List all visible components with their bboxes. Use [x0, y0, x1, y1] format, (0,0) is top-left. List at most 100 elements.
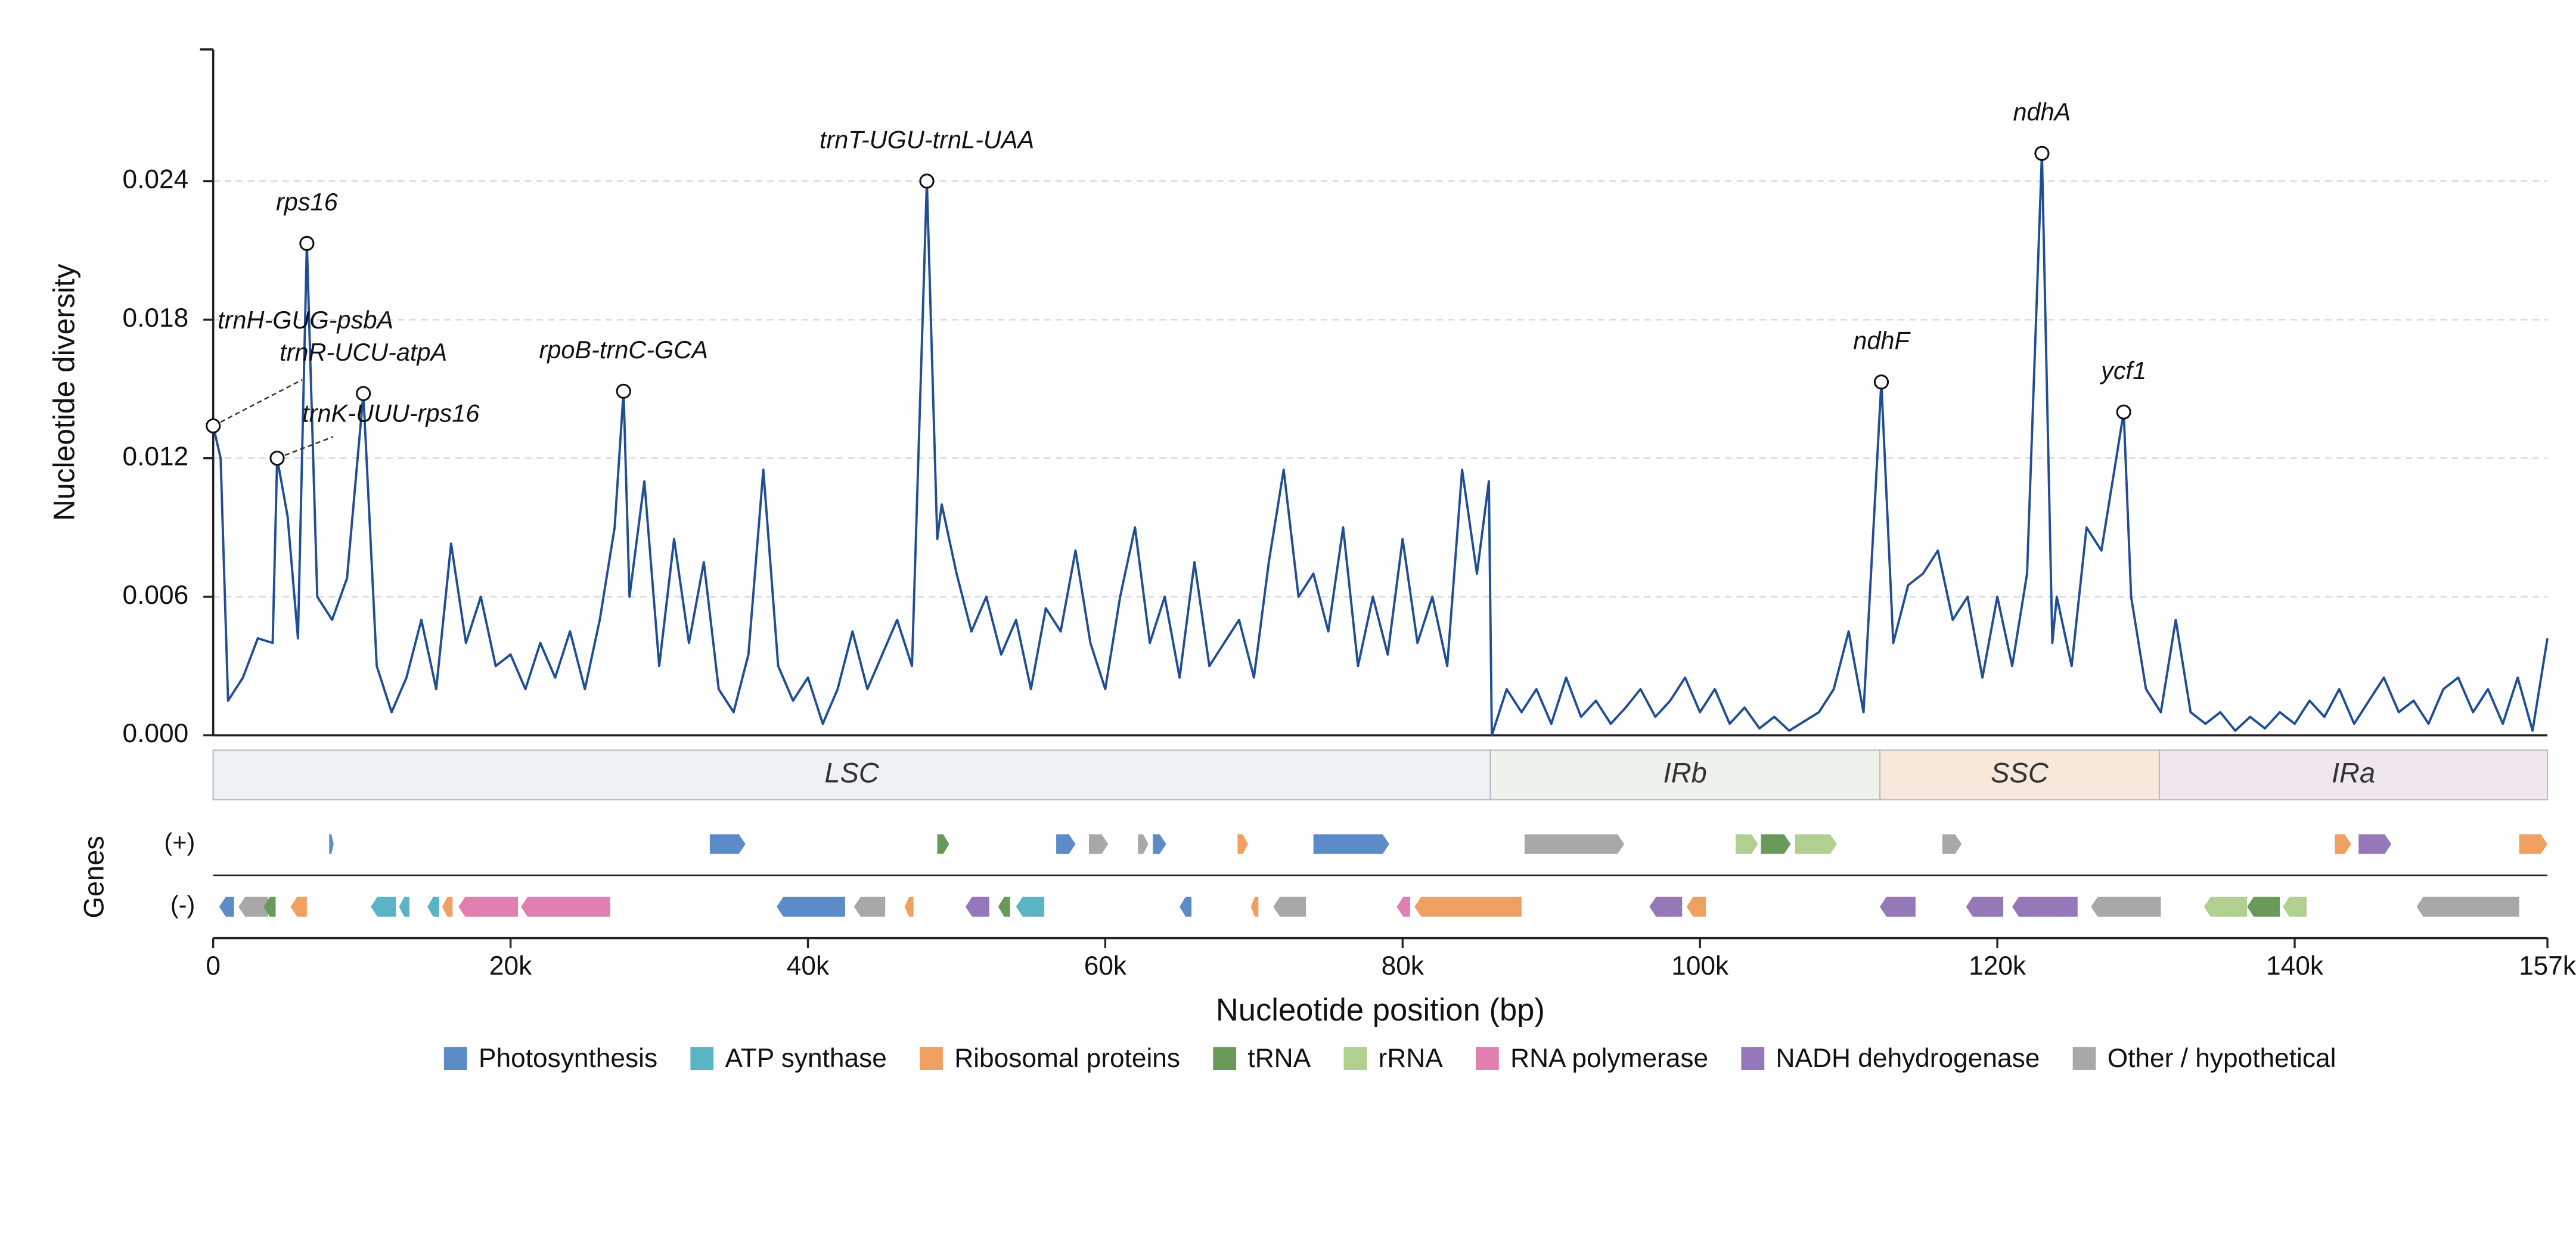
gene-track-label: Genes: [78, 836, 110, 918]
leader-line: [277, 436, 334, 459]
gene: [1153, 834, 1166, 854]
x-tick-label: 60k: [1084, 951, 1127, 981]
peak-label: ndhF: [1853, 326, 1911, 354]
peak-label: trnH-GUG-psbA: [218, 306, 393, 334]
legend-label: RNA polymerase: [1510, 1044, 1708, 1073]
gene: [965, 897, 989, 917]
gene: [2519, 834, 2548, 854]
peak-marker: [1873, 374, 1889, 390]
gene: [1736, 834, 1758, 854]
legend-swatch: [443, 1047, 467, 1070]
gene: [263, 897, 276, 917]
gene: [1524, 834, 1624, 854]
gene: [1942, 834, 1962, 854]
x-tick-label: 0: [206, 951, 221, 981]
gene: [709, 834, 746, 854]
peak-label: rps16: [276, 188, 339, 216]
legend-swatch: [1741, 1047, 1765, 1070]
gene: [290, 897, 307, 917]
gene: [1414, 897, 1522, 917]
peak-label: trnT-UGU-trnL-UAA: [820, 125, 1034, 153]
gene: [854, 897, 886, 917]
peak-marker: [616, 383, 631, 399]
legend-swatch: [690, 1047, 714, 1070]
leader-line: [213, 379, 303, 427]
gene: [2091, 897, 2161, 917]
gene: [1250, 897, 1259, 917]
gene: [1649, 897, 1683, 917]
legend-swatch: [1476, 1047, 1499, 1070]
x-tick-label: 140k: [2266, 951, 2324, 981]
gene: [2335, 834, 2351, 854]
gene: [1396, 897, 1410, 917]
y-tick-label: 0.024: [122, 165, 188, 194]
gene: [458, 897, 519, 917]
gene: [1313, 834, 1389, 854]
y-tick-label: 0.018: [122, 303, 188, 333]
gene: [1056, 834, 1076, 854]
x-axis-label: Nucleotide position (bp): [1216, 993, 1545, 1028]
gene: [238, 897, 269, 917]
peak-label: ndhA: [2013, 98, 2071, 126]
peak-marker: [2034, 145, 2050, 161]
legend-label: Other / hypothetical: [2108, 1044, 2336, 1073]
y-tick-label: 0.000: [122, 719, 188, 748]
gene: [1686, 897, 1706, 917]
legend-swatch: [920, 1047, 943, 1070]
legend-label: Ribosomal proteins: [954, 1044, 1180, 1073]
diversity-line: [212, 152, 2549, 737]
peak-label: ycf1: [2099, 356, 2146, 384]
region: [2158, 749, 2549, 801]
legend-swatch: [1343, 1047, 1367, 1070]
gene: [1880, 897, 1916, 917]
gene: [777, 897, 845, 917]
gene: [442, 897, 453, 917]
y-tick-label: 0.012: [122, 442, 188, 471]
gene: [2358, 834, 2392, 854]
gene: [998, 897, 1010, 917]
gene: [329, 834, 334, 854]
gene: [427, 897, 439, 917]
legend-label: ATP synthase: [725, 1044, 886, 1073]
gene: [219, 897, 234, 917]
region-label: IRb: [1663, 756, 1707, 788]
region: [1489, 749, 1881, 801]
peak-marker: [206, 418, 221, 434]
gene: [1088, 834, 1109, 854]
x-tick-label: 100k: [1671, 951, 1729, 981]
gene: [904, 897, 914, 917]
peak-marker: [2116, 404, 2131, 420]
region-label: SSC: [1991, 756, 2049, 788]
region-label: IRa: [2332, 756, 2375, 788]
peak-label: trnR-UCU-atpA: [280, 338, 447, 366]
gene: [1966, 897, 2004, 917]
legend-label: rRNA: [1379, 1044, 1444, 1073]
gene: [2247, 897, 2280, 917]
legend-label: Photosynthesis: [479, 1044, 657, 1073]
gene: [399, 897, 409, 917]
gene: [371, 897, 396, 917]
x-tick-label: 80k: [1382, 951, 1424, 981]
gene: [2416, 897, 2519, 917]
legend-label: tRNA: [1247, 1044, 1311, 1073]
gene: [521, 897, 610, 917]
peak-marker: [356, 386, 371, 401]
legend-label: NADH dehydrogenase: [1776, 1044, 2040, 1073]
gene: [2012, 897, 2078, 917]
gene: [1795, 834, 1837, 854]
peak-label: trnK-UUU-rps16: [302, 399, 480, 427]
legend-swatch: [2072, 1047, 2096, 1070]
peak-marker: [269, 451, 285, 466]
y-axis-label: Nucleotide diversity: [48, 263, 81, 521]
legend-swatch: [1213, 1047, 1237, 1070]
gene: [1237, 834, 1248, 854]
gene: [1273, 897, 1306, 917]
gene: [937, 834, 949, 854]
region: [212, 749, 1491, 801]
gene: [1138, 834, 1149, 854]
x-tick-label: 40k: [787, 951, 830, 981]
gene: [1761, 834, 1791, 854]
gene: [2203, 897, 2248, 917]
